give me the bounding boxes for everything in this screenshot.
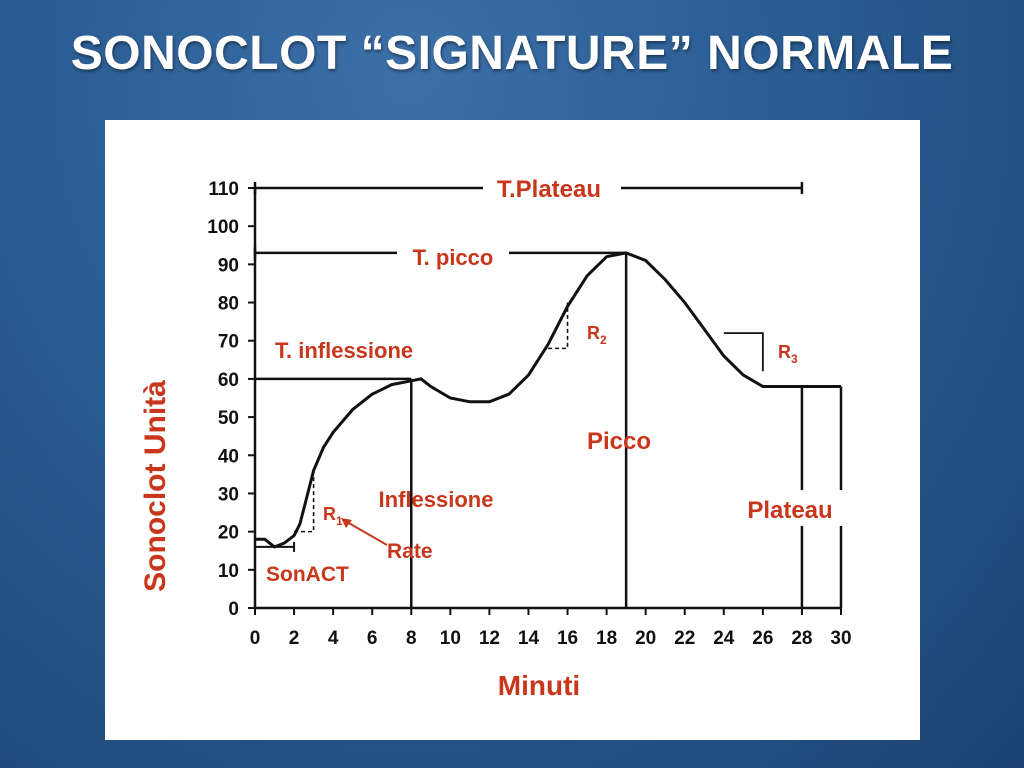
y-tick-label: 0 [228,599,239,620]
reference-lines [253,182,843,608]
sonact-label: SonACT [266,563,349,586]
rate-arrow-line [346,521,388,546]
plateau-label: Plateau [747,497,832,524]
r2-label: R2 [587,323,607,347]
x-tick-label: 16 [557,628,578,649]
y-tick-label: 90 [218,255,239,276]
sonoclot-signature-line [255,251,841,549]
x-tick-label: 12 [479,628,500,649]
x-tick-label: 6 [367,628,378,649]
x-tick-label: 0 [250,628,261,649]
x-tick-label: 30 [830,628,851,649]
picco-label: Picco [587,428,651,455]
x-tick-label: 14 [518,628,540,649]
x-tick-label: 18 [596,628,617,649]
t-plateau-label: T.Plateau [497,176,601,203]
slide-title: SONOCLOT “SIGNATURE” NORMALE [70,27,954,80]
y-tick-label: 30 [218,484,239,505]
x-tick-label: 20 [635,628,656,649]
x-tick-label: 24 [713,628,735,649]
y-tick-label: 80 [218,294,239,315]
y-tick-label: 50 [218,408,239,429]
r3-label: R3 [778,342,798,366]
y-tick-label: 110 [208,179,239,200]
x-tick-label: 26 [752,628,773,649]
x-tick-label: 10 [440,628,461,649]
rate-arrow-head [341,518,352,528]
t-plateau-label-bg [483,172,621,206]
y-tick-label: 70 [218,332,239,353]
y-tick-label: 100 [207,217,239,238]
chart-panel: 0 10 20 30 40 50 60 70 80 90 100 110 0 2 4 6 8 10 12 14 16 18… [105,120,920,740]
x-axis-title: Minuti [498,670,580,701]
y-axis-title: Sonoclot Unità [139,380,172,592]
y-tick-label: 60 [218,370,239,391]
x-tick-label: 28 [791,628,812,649]
r3-triangle [723,332,764,372]
t-picco-label: T. picco [413,245,494,270]
y-tick-label: 40 [218,446,239,467]
x-tick-label: 4 [328,628,339,649]
y-tick-label: 20 [218,523,239,544]
x-tick-label: 22 [674,628,695,649]
annotations: T.Plateau T. picco T. inflessione Picco … [139,172,845,701]
r1-label: R1 [323,504,343,528]
rate-label: Rate [387,540,433,563]
t-picco-label-bg [397,242,509,274]
t-inflessione-label: T. inflessione [275,338,413,363]
r2-triangle [548,302,569,350]
x-tick-label: 8 [406,628,417,649]
x-tick-label: 2 [289,628,300,649]
inflessione-label: Inflessione [379,487,494,512]
y-tick-label: 10 [218,561,239,582]
plateau-label-bg [737,490,845,526]
